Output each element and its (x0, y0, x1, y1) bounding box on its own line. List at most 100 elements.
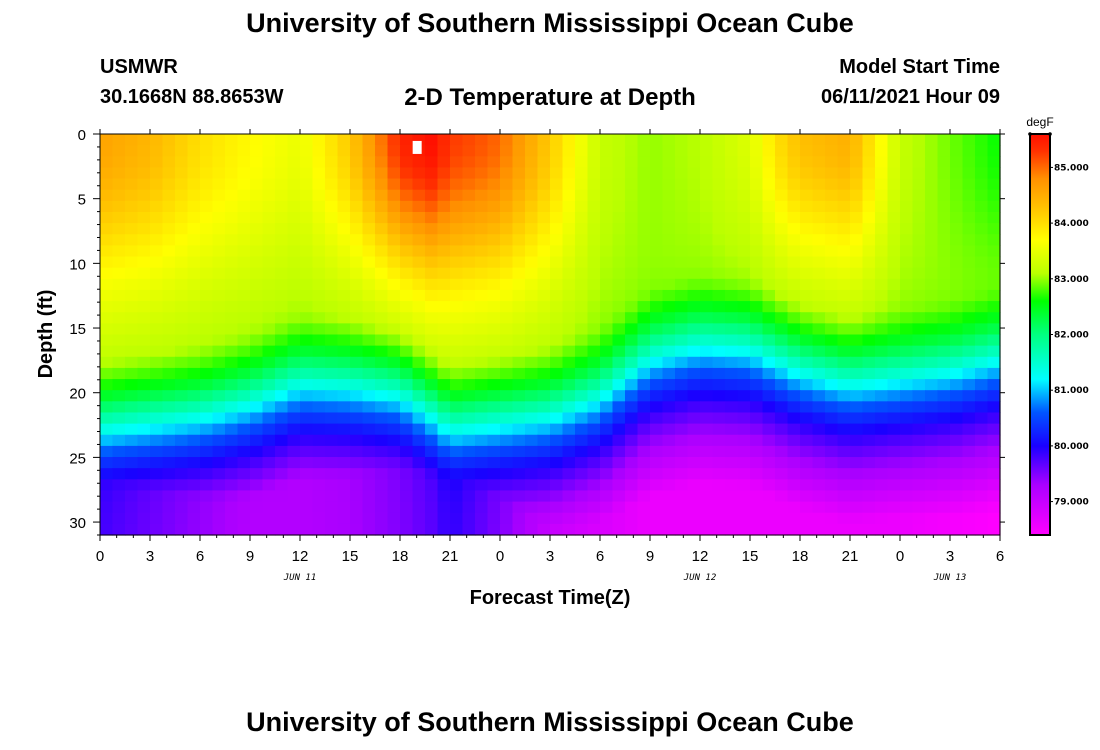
heatmap-cell (937, 445, 951, 458)
heatmap-cell (912, 434, 926, 447)
heatmap-cell (987, 134, 1001, 146)
heatmap-cell (112, 479, 126, 492)
heatmap-cell (612, 223, 626, 235)
heatmap-cell (775, 323, 789, 336)
heatmap-cell (850, 134, 864, 146)
heatmap-cell (412, 501, 426, 514)
heatmap-cell (362, 379, 376, 391)
heatmap-cell (625, 501, 639, 514)
heatmap-cell (387, 134, 401, 146)
heatmap-cell (800, 134, 814, 146)
heatmap-cell (737, 457, 751, 469)
heatmap-cell (137, 445, 151, 458)
heatmap-cell (462, 256, 476, 269)
heatmap-cell (262, 312, 276, 324)
heatmap-cell (700, 379, 714, 391)
heatmap-cell (775, 278, 789, 291)
heatmap-cell (675, 423, 689, 436)
heatmap-cell (875, 512, 889, 525)
heatmap-cell (712, 267, 726, 280)
heatmap-cell (775, 423, 789, 436)
heatmap-cell (987, 156, 1001, 169)
heatmap-cell (900, 167, 914, 180)
heatmap-cell (812, 323, 826, 336)
heatmap-cell (462, 301, 476, 313)
heatmap-cell (450, 134, 464, 146)
heatmap-cell (737, 468, 751, 480)
heatmap-cell (725, 334, 739, 347)
heatmap-cell (762, 156, 776, 169)
heatmap-cell (987, 512, 1001, 525)
heatmap-cell (987, 479, 1001, 492)
heatmap-cell (687, 289, 701, 302)
heatmap-cell (825, 200, 839, 213)
heatmap-cell (200, 323, 214, 336)
heatmap-cell (475, 512, 489, 525)
heatmap-cell (225, 200, 239, 213)
heatmap-cell (712, 289, 726, 302)
heatmap-cell (975, 301, 989, 313)
heatmap-cell (887, 278, 901, 291)
footer-title: University of Southern Mississippi Ocean… (246, 707, 854, 737)
heatmap-cell (662, 301, 676, 313)
heatmap-cell (225, 134, 239, 146)
heatmap-cell (825, 479, 839, 492)
heatmap-cell (600, 145, 614, 157)
heatmap-cell (712, 178, 726, 191)
heatmap-cell (200, 167, 214, 180)
heatmap-cell (637, 334, 651, 347)
heatmap-cell (850, 445, 864, 458)
heatmap-cell (900, 256, 914, 269)
heatmap-cell (775, 468, 789, 480)
heatmap-cell (762, 367, 776, 380)
heatmap-cell (162, 445, 176, 458)
heatmap-cell (912, 367, 926, 380)
heatmap-cell (175, 479, 189, 492)
heatmap-cell (725, 390, 739, 402)
heatmap-cell (512, 278, 526, 291)
heatmap-cell (575, 334, 589, 347)
heatmap-cell (650, 423, 664, 436)
heatmap-cell (537, 178, 551, 191)
heatmap-cell (812, 145, 826, 157)
heatmap-cell (550, 145, 564, 157)
heatmap-cell (862, 211, 876, 224)
heatmap-cell (825, 234, 839, 246)
heatmap-cell (687, 445, 701, 458)
heatmap-cell (537, 479, 551, 492)
heatmap-cell (562, 134, 576, 146)
heatmap-cell (562, 156, 576, 169)
heatmap-cell (737, 334, 751, 347)
x-tick-label: 18 (792, 548, 809, 565)
heatmap-cell (587, 145, 601, 157)
heatmap-cell (400, 468, 414, 480)
heatmap-cell (725, 457, 739, 469)
heatmap-cell (975, 345, 989, 358)
heatmap-cell (875, 167, 889, 180)
heatmap-cell (262, 234, 276, 246)
heatmap-cell (925, 379, 939, 391)
heatmap-cell (550, 367, 564, 380)
heatmap-cell (275, 145, 289, 157)
heatmap-cell (512, 401, 526, 414)
heatmap-cell (975, 379, 989, 391)
heatmap-cell (237, 379, 251, 391)
heatmap-cell (925, 301, 939, 313)
heatmap-cell (687, 334, 701, 347)
heatmap-cell (662, 234, 676, 246)
heatmap-cell (850, 412, 864, 425)
heatmap-cell (162, 323, 176, 336)
heatmap-cell (250, 490, 264, 503)
heatmap-cell (112, 423, 126, 436)
heatmap-cell (962, 189, 976, 202)
heatmap-cell (937, 457, 951, 469)
heatmap-cell (125, 167, 139, 180)
heatmap-cell (750, 245, 764, 258)
heatmap-cell (750, 178, 764, 191)
heatmap-cell (350, 134, 364, 146)
heatmap-cell (975, 145, 989, 157)
heatmap-cell (987, 178, 1001, 191)
heatmap-cell (425, 490, 439, 503)
heatmap-cell (425, 457, 439, 469)
